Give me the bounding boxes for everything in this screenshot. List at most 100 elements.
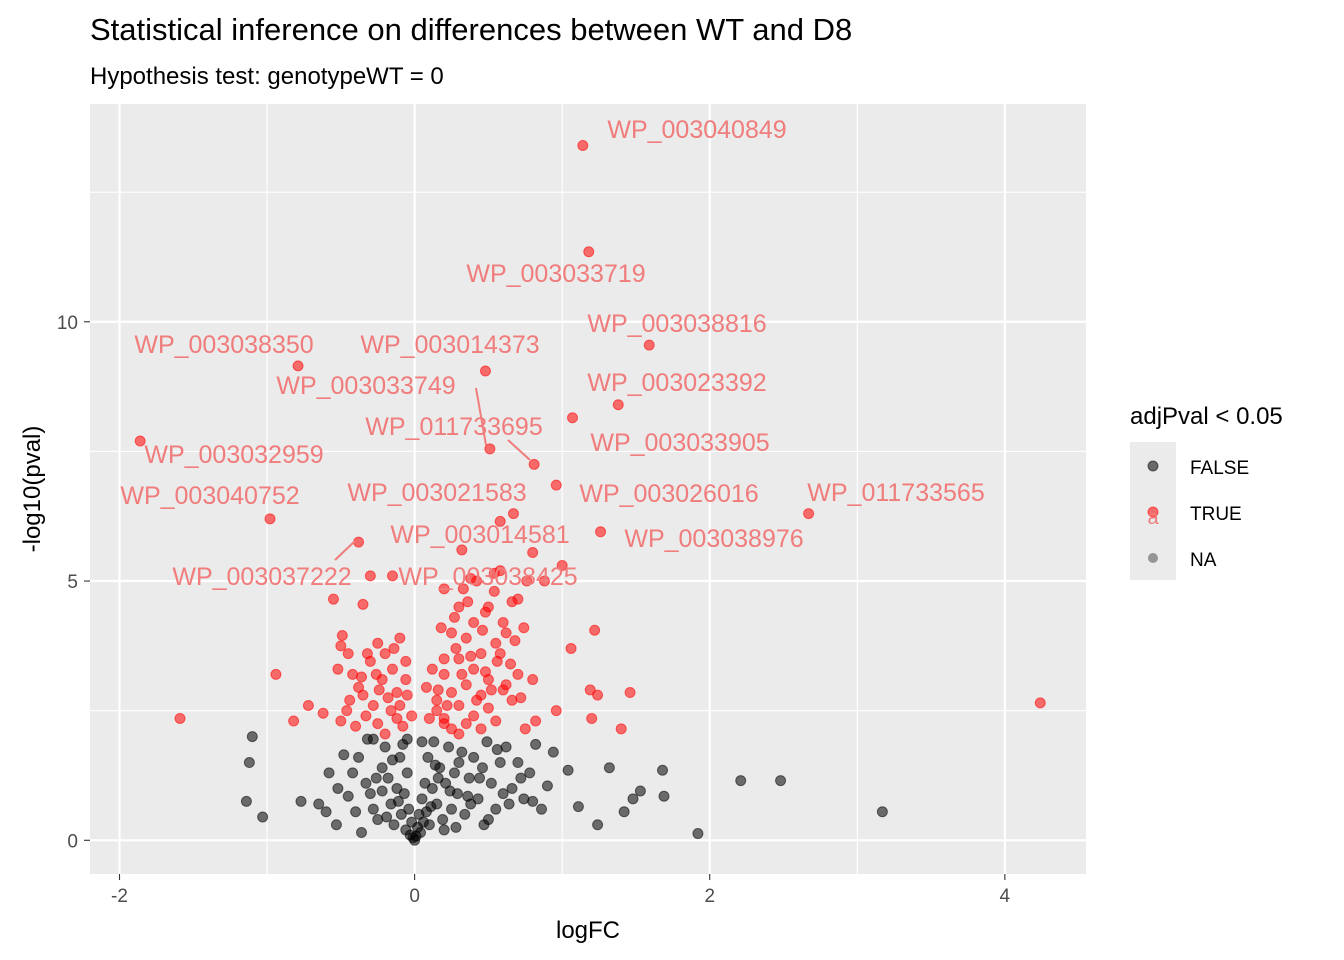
significant-point	[350, 720, 362, 732]
significant-point	[565, 642, 577, 654]
label-connector	[507, 439, 531, 461]
nonsignificant-point	[313, 798, 325, 810]
nonsignificant-point	[240, 795, 252, 807]
nonsignificant-point	[524, 767, 536, 779]
nonsignificant-point	[398, 788, 410, 800]
nonsignificant-point	[330, 819, 342, 831]
significant-point	[431, 705, 443, 717]
nonsignificant-point	[246, 731, 258, 743]
nonsignificant-point	[295, 795, 307, 807]
significant-point	[401, 689, 413, 701]
significant-point	[372, 718, 384, 730]
label-connector	[475, 387, 487, 446]
significant-point	[288, 715, 300, 727]
significant-point	[446, 627, 458, 639]
significant-point	[556, 559, 568, 571]
x-axis-title: logFC	[556, 917, 620, 944]
nonsignificant-point	[356, 827, 368, 839]
nonsignificant-point	[360, 777, 372, 789]
nonsignificant-point	[438, 824, 450, 836]
nonsignificant-point	[350, 806, 362, 818]
nonsignificant-point	[347, 767, 359, 779]
significant-point	[394, 632, 406, 644]
legend-na-label: NA	[1190, 550, 1217, 571]
nonsignificant-point	[415, 827, 427, 839]
significant-point	[391, 712, 403, 724]
gene-label: WP_011733695	[365, 413, 542, 441]
nonsignificant-point	[426, 782, 438, 794]
significant-point	[512, 668, 524, 680]
significant-point	[388, 642, 400, 654]
nonsignificant-point	[456, 746, 468, 758]
significant-point	[519, 723, 531, 735]
gene-label: WP_003038425	[398, 563, 577, 591]
nonsignificant-point	[432, 772, 444, 784]
significant-point	[453, 728, 465, 740]
nonsignificant-point	[446, 803, 458, 815]
significant-point	[397, 720, 409, 732]
significant-point	[342, 648, 354, 660]
nonsignificant-point	[485, 777, 497, 789]
labeled-point	[292, 360, 304, 372]
legend-false-label: FALSE	[1190, 458, 1249, 479]
significant-point	[479, 666, 491, 678]
nonsignificant-point	[490, 803, 502, 815]
significant-point	[589, 624, 601, 636]
gene-label: WP_011733565	[807, 479, 984, 507]
x-tick-label: 0	[409, 886, 420, 907]
nonsignificant-point	[618, 806, 630, 818]
significant-point	[518, 622, 530, 634]
grid-major	[90, 104, 1086, 874]
significant-point	[431, 694, 443, 706]
nonsignificant-point	[386, 754, 398, 766]
labeled-point	[595, 526, 607, 538]
gene-label: WP_003033749	[276, 372, 455, 400]
significant-point	[479, 606, 491, 618]
significant-point	[356, 671, 368, 683]
nonsignificant-point	[459, 808, 471, 820]
significant-point	[624, 687, 636, 699]
nonsignificant-point	[775, 775, 787, 787]
significant-point	[490, 637, 502, 649]
legend-false-swatch	[1147, 460, 1159, 472]
significant-point	[550, 705, 562, 717]
legend-true-label: TRUE	[1190, 504, 1242, 525]
nonsignificant-point	[423, 819, 435, 831]
gene-label: WP_003038976	[624, 525, 803, 553]
significant-point	[446, 687, 458, 699]
gene-label: WP_003014373	[360, 331, 539, 359]
nonsignificant-point	[429, 759, 441, 771]
labeled-point	[550, 479, 562, 491]
nonsignificant-point	[243, 757, 255, 769]
x-tick-label: -2	[111, 886, 128, 907]
nonsignificant-point	[419, 777, 431, 789]
significant-point	[500, 627, 512, 639]
x-tick-label: 4	[1000, 886, 1011, 907]
nonsignificant-point	[403, 803, 415, 815]
nonsignificant-point	[547, 746, 559, 758]
significant-point	[488, 585, 500, 597]
significant-point	[357, 689, 369, 701]
significant-point	[584, 684, 596, 696]
nonsignificant-point	[592, 819, 604, 831]
nonsignificant-point	[257, 811, 269, 823]
labeled-point	[803, 508, 815, 520]
significant-point	[385, 705, 397, 717]
significant-point	[475, 648, 487, 660]
significant-point	[460, 718, 472, 730]
significant-point	[391, 687, 403, 699]
significant-point	[386, 570, 398, 582]
significant-point	[400, 655, 412, 667]
nonsignificant-point	[425, 801, 437, 813]
significant-point	[521, 575, 533, 587]
y-tick-label: 10	[57, 313, 78, 334]
significant-point	[485, 684, 497, 696]
nonsignificant-point	[463, 772, 475, 784]
gene-label: WP_003021583	[347, 479, 526, 507]
significant-point	[1034, 697, 1046, 709]
significant-point	[382, 692, 394, 704]
significant-point	[379, 648, 391, 660]
chart-subtitle: Hypothesis test: genotypeWT = 0	[90, 63, 444, 90]
significant-point	[335, 715, 347, 727]
legend-true-swatch	[1147, 506, 1159, 518]
